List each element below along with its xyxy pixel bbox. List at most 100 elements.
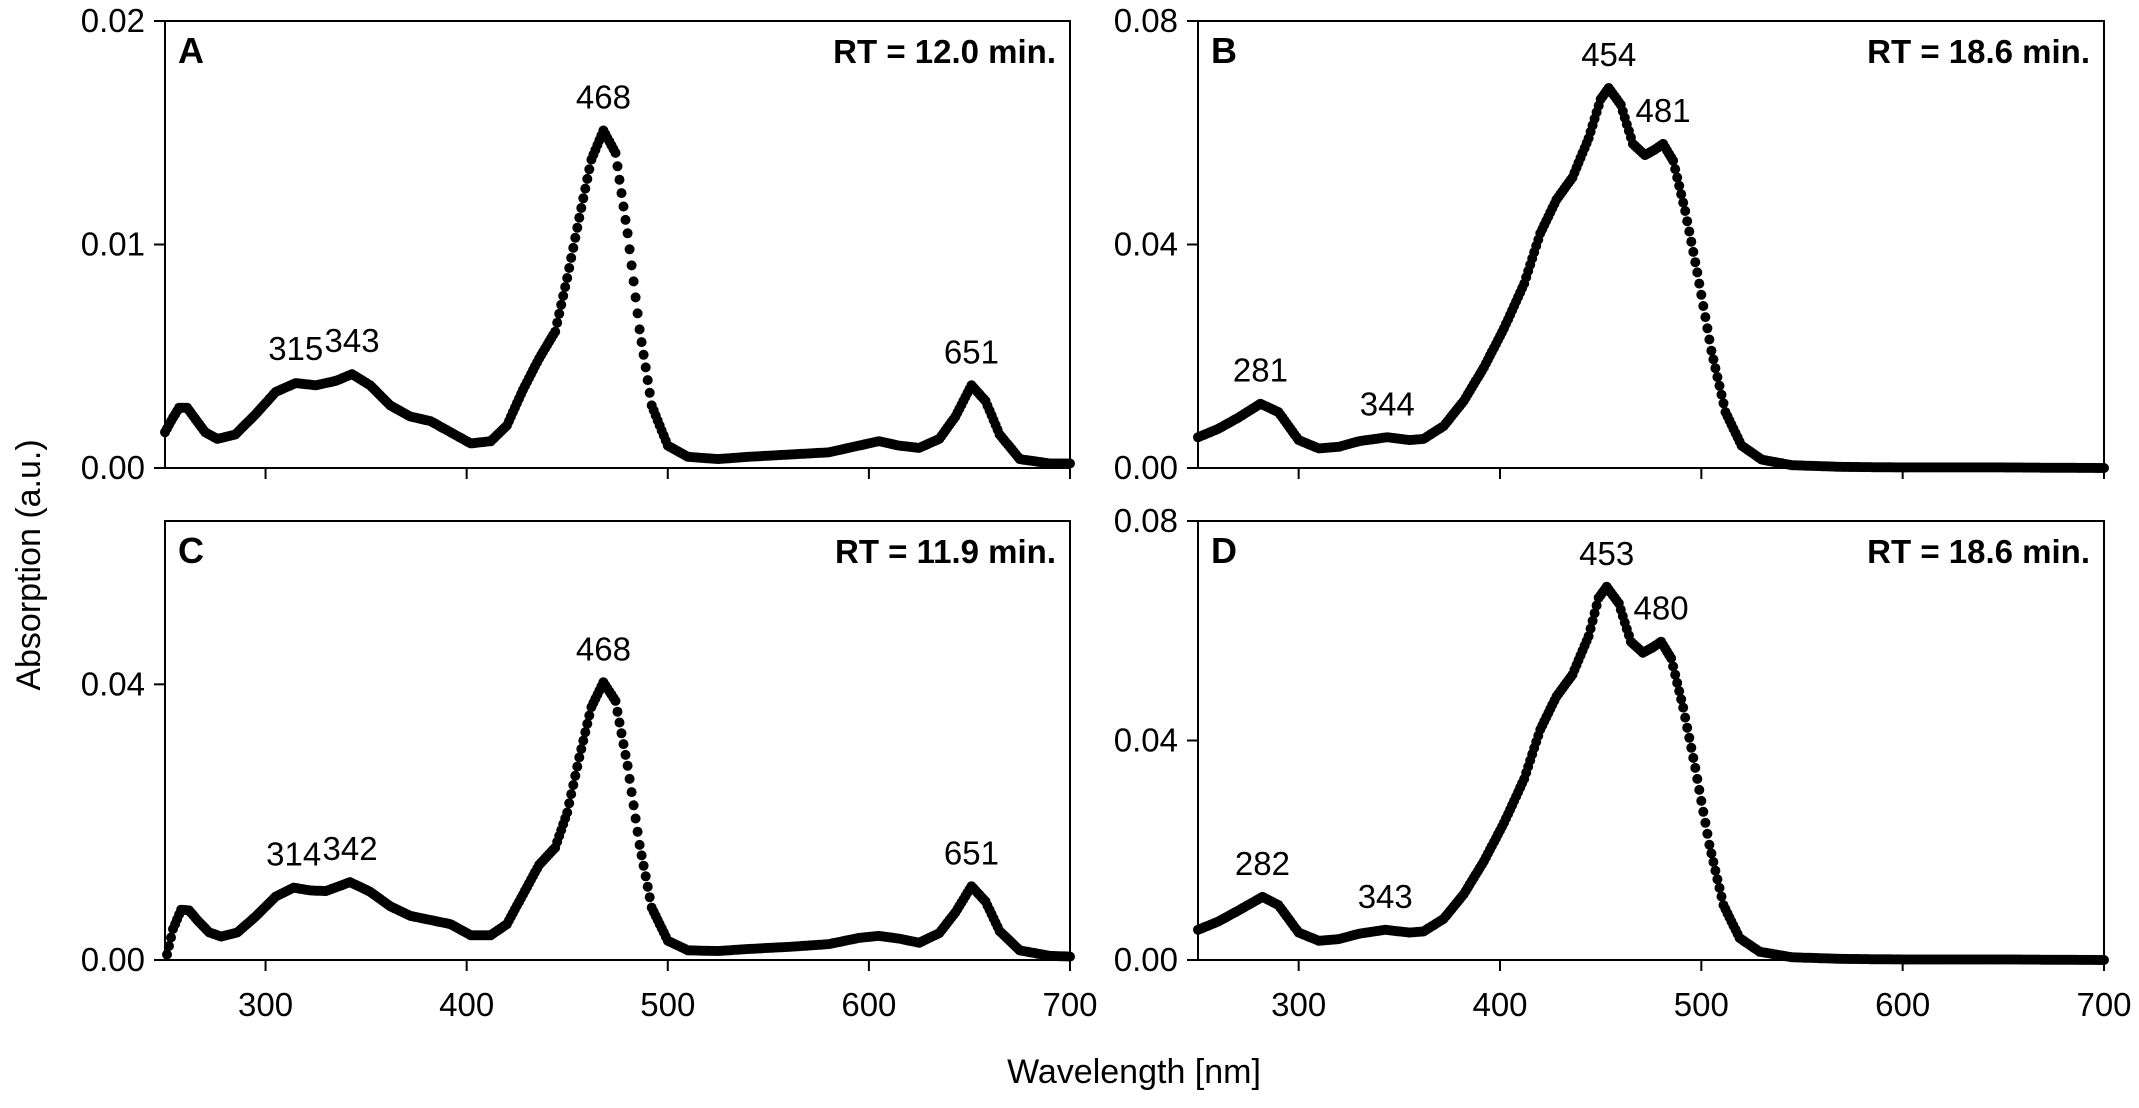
data-point bbox=[1676, 694, 1687, 705]
spectrum-points bbox=[1193, 581, 2109, 965]
data-point bbox=[1678, 702, 1689, 713]
data-point bbox=[1692, 773, 1703, 784]
data-point bbox=[640, 362, 651, 373]
data-point bbox=[1694, 784, 1705, 795]
data-point bbox=[574, 212, 585, 223]
data-point bbox=[1688, 752, 1699, 763]
data-point bbox=[614, 174, 625, 185]
data-point bbox=[630, 813, 641, 824]
data-point bbox=[1670, 669, 1681, 680]
data-point bbox=[1680, 206, 1691, 216]
data-point bbox=[638, 349, 649, 360]
data-point bbox=[1686, 236, 1697, 247]
data-point bbox=[562, 807, 573, 818]
data-point bbox=[1706, 848, 1717, 859]
data-point bbox=[622, 228, 633, 239]
data-point bbox=[644, 892, 655, 903]
panel-label: B bbox=[1211, 30, 1237, 71]
data-point bbox=[1690, 762, 1701, 773]
panel-label: A bbox=[178, 30, 204, 71]
data-point bbox=[624, 773, 635, 784]
data-point bbox=[566, 252, 577, 263]
panel-c: 0.00 0.04 300 400 500 600 700 314 342 468 651 C RT =… bbox=[81, 520, 1098, 1023]
data-point bbox=[644, 387, 655, 398]
data-point bbox=[566, 789, 577, 800]
data-point bbox=[570, 770, 581, 781]
data-point bbox=[564, 798, 575, 809]
panel-label: D bbox=[1211, 530, 1237, 571]
data-point bbox=[612, 706, 623, 717]
y-tick-label: 0.08 bbox=[1114, 502, 1178, 539]
data-point bbox=[1704, 839, 1715, 850]
peak-label: 281 bbox=[1233, 352, 1288, 389]
x-tick-label: 300 bbox=[1271, 986, 1326, 1023]
plot-frame bbox=[164, 520, 1071, 961]
data-point bbox=[564, 263, 575, 273]
data-point bbox=[1710, 363, 1721, 374]
data-point bbox=[1587, 615, 1598, 626]
x-tick-label: 400 bbox=[1472, 986, 1527, 1023]
x-tick-label: 600 bbox=[1875, 986, 1930, 1023]
data-point bbox=[620, 749, 631, 760]
data-point bbox=[1714, 882, 1725, 893]
data-point bbox=[1718, 398, 1729, 409]
data-point bbox=[576, 744, 587, 754]
data-point bbox=[1676, 189, 1687, 200]
data-point bbox=[642, 375, 653, 386]
spectrum-points bbox=[160, 125, 1075, 469]
x-tick-label: 400 bbox=[439, 986, 494, 1023]
y-tick-label: 0.04 bbox=[81, 665, 145, 702]
data-point bbox=[578, 193, 589, 204]
data-point bbox=[1698, 806, 1709, 817]
spectrum-points bbox=[1193, 83, 2109, 473]
data-point bbox=[636, 850, 647, 861]
data-point bbox=[612, 161, 623, 172]
data-point bbox=[560, 282, 571, 292]
peak-label: 343 bbox=[1358, 878, 1413, 915]
data-point bbox=[562, 273, 573, 283]
panel-label: C bbox=[178, 530, 204, 571]
data-point bbox=[634, 324, 645, 335]
y-axis-title: Absorption (a.u.) bbox=[10, 439, 48, 690]
data-point bbox=[582, 718, 593, 729]
x-tick-label: 600 bbox=[841, 986, 896, 1023]
data-point bbox=[638, 860, 649, 871]
data-point bbox=[1696, 795, 1707, 806]
data-point bbox=[1700, 312, 1711, 323]
data-point bbox=[614, 717, 625, 728]
data-point bbox=[1674, 686, 1685, 697]
retention-time-label: RT = 12.0 min. bbox=[833, 33, 1056, 70]
data-point bbox=[1690, 257, 1701, 268]
data-point bbox=[620, 214, 631, 225]
data-point bbox=[554, 308, 565, 319]
data-point bbox=[626, 260, 637, 271]
data-point bbox=[1678, 197, 1689, 208]
data-point bbox=[1684, 226, 1695, 237]
data-point bbox=[1704, 334, 1715, 345]
y-tick-label: 0.04 bbox=[1114, 722, 1178, 759]
data-point bbox=[572, 761, 583, 772]
data-point bbox=[574, 752, 585, 763]
data-point bbox=[570, 232, 581, 243]
data-point bbox=[634, 839, 645, 850]
data-point bbox=[1065, 951, 1075, 962]
data-point bbox=[1668, 155, 1679, 166]
data-point bbox=[1065, 458, 1075, 469]
peak-label: 468 bbox=[576, 630, 631, 667]
data-point bbox=[1700, 817, 1711, 828]
y-tick-label: 0.08 bbox=[1114, 2, 1178, 39]
data-point bbox=[1708, 354, 1719, 365]
data-point bbox=[1585, 623, 1596, 634]
data-point bbox=[616, 728, 627, 739]
data-point bbox=[1702, 323, 1713, 334]
y-tick-label: 0.04 bbox=[1114, 226, 1178, 263]
data-point bbox=[162, 949, 172, 960]
data-point bbox=[632, 826, 643, 837]
y-tick-label: 0.02 bbox=[81, 2, 145, 39]
data-point bbox=[1692, 267, 1703, 278]
data-point bbox=[584, 710, 595, 721]
peak-label: 342 bbox=[322, 830, 377, 867]
